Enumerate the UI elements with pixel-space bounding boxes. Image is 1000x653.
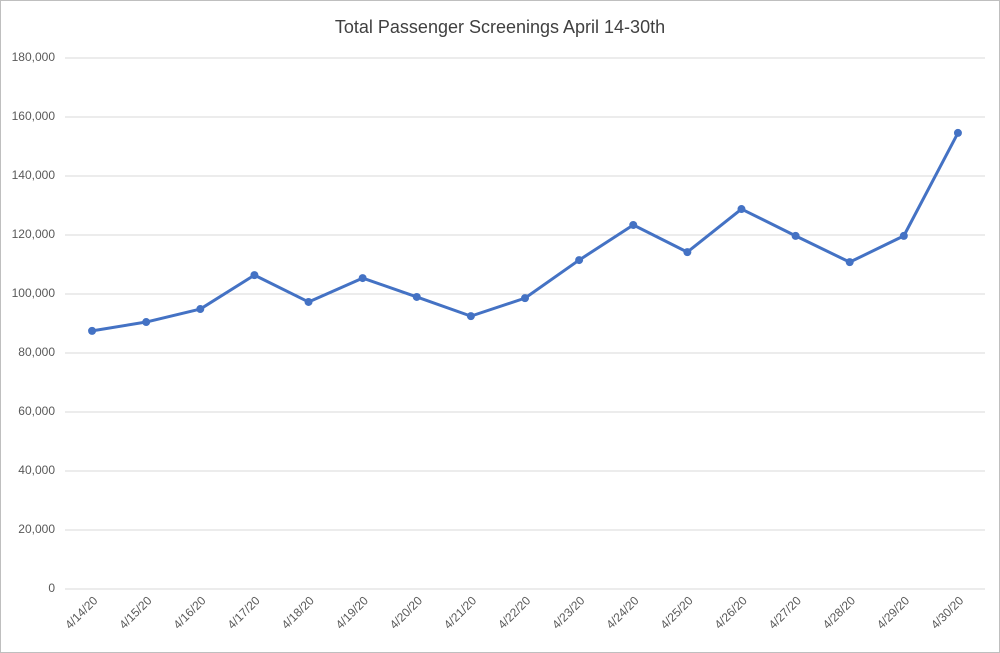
y-tick-label: 140,000 bbox=[12, 168, 56, 182]
data-point bbox=[683, 248, 692, 257]
data-point bbox=[250, 271, 259, 280]
y-tick-label: 80,000 bbox=[18, 345, 55, 359]
data-point bbox=[899, 231, 908, 240]
y-tick-label: 40,000 bbox=[18, 463, 55, 477]
data-point bbox=[142, 318, 151, 327]
y-tick-label: 0 bbox=[48, 581, 55, 595]
chart-title: Total Passenger Screenings April 14-30th bbox=[335, 17, 665, 37]
data-point bbox=[88, 326, 97, 335]
data-point bbox=[521, 294, 529, 303]
data-point bbox=[358, 274, 367, 283]
y-tick-label: 100,000 bbox=[12, 286, 56, 300]
data-point bbox=[953, 128, 962, 137]
y-tick-label: 180,000 bbox=[12, 50, 56, 64]
y-tick-label: 120,000 bbox=[12, 227, 56, 241]
data-point bbox=[791, 231, 800, 240]
data-point bbox=[629, 220, 638, 229]
data-point bbox=[737, 205, 746, 214]
data-point bbox=[304, 297, 313, 306]
data-point bbox=[575, 256, 584, 265]
y-tick-label: 60,000 bbox=[18, 404, 55, 418]
y-tick-label: 20,000 bbox=[18, 522, 55, 536]
data-point bbox=[466, 312, 475, 321]
y-tick-label: 160,000 bbox=[12, 109, 56, 123]
data-point bbox=[196, 305, 205, 314]
data-point bbox=[412, 292, 421, 301]
data-point bbox=[845, 258, 854, 267]
